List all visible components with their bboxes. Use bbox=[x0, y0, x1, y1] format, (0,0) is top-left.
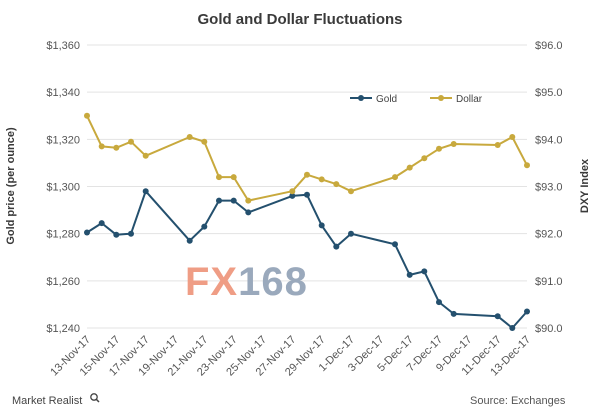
left-tick-label: $1,320 bbox=[46, 134, 80, 146]
right-tick-label: $92.0 bbox=[535, 229, 563, 241]
dollar-point bbox=[113, 144, 120, 151]
gold-point bbox=[494, 313, 501, 320]
gold-point bbox=[186, 237, 193, 244]
dollar-point bbox=[318, 176, 325, 183]
right-tick-label: $93.0 bbox=[535, 182, 563, 194]
gold-point bbox=[216, 197, 222, 204]
right-tick-label: $94.0 bbox=[535, 134, 563, 146]
dollar-point bbox=[245, 197, 252, 204]
dollar-point bbox=[216, 174, 222, 181]
series-layer bbox=[84, 112, 530, 331]
gold-point bbox=[128, 230, 134, 237]
dollar-point bbox=[128, 138, 134, 145]
gold-point bbox=[524, 308, 530, 315]
right-tick-label: $91.0 bbox=[535, 276, 563, 288]
gridlines bbox=[87, 44, 527, 329]
gold-point bbox=[230, 197, 237, 204]
dollar-point bbox=[406, 164, 413, 171]
left-tick-label: $1,340 bbox=[46, 87, 80, 99]
left-tick-label: $1,260 bbox=[46, 276, 80, 288]
magnifier-icon bbox=[90, 393, 100, 403]
gold-point bbox=[113, 231, 120, 238]
left-axis-title: Gold price (per ounce) bbox=[5, 127, 17, 245]
gold-point bbox=[98, 220, 105, 227]
legend-dollar-marker bbox=[438, 95, 444, 101]
legend-gold-label: Gold bbox=[376, 94, 397, 105]
gold-point bbox=[245, 209, 252, 216]
legend-gold-marker bbox=[358, 95, 364, 101]
watermark: FX168 bbox=[185, 260, 308, 304]
legend: Gold Dollar bbox=[350, 94, 483, 105]
gold-point bbox=[406, 271, 413, 278]
right-tick-label: $96.0 bbox=[535, 40, 563, 52]
dollar-point bbox=[348, 188, 354, 195]
gold-point bbox=[421, 268, 428, 275]
dollar-point bbox=[230, 174, 237, 181]
dollar-point bbox=[333, 181, 340, 188]
left-axis-ticks: $1,240 $1,260 $1,280 $1,300 $1,320 $1,340 $1,3… bbox=[46, 40, 80, 335]
source-label: Source: Exchanges bbox=[470, 395, 566, 407]
dollar-point bbox=[304, 171, 310, 178]
gold-point bbox=[289, 192, 296, 199]
dollar-point bbox=[98, 143, 105, 150]
dollar-point bbox=[421, 155, 428, 162]
gold-point bbox=[84, 229, 90, 236]
gold-point bbox=[392, 241, 398, 248]
x-axis-ticks: 13-Nov-1715-Nov-1717-Nov-1719-Nov-1721-N… bbox=[48, 334, 533, 379]
dollar-point bbox=[201, 138, 208, 145]
gold-point bbox=[201, 223, 208, 230]
gold-point bbox=[348, 230, 354, 237]
dollar-point bbox=[436, 145, 442, 152]
dollar-point bbox=[494, 142, 501, 148]
right-axis-ticks: $90.0 $91.0 $92.0 $93.0 $94.0 $95.0 $96.0 bbox=[535, 40, 563, 335]
dollar-point bbox=[392, 174, 398, 181]
chart-title: Gold and Dollar Fluctuations bbox=[197, 11, 402, 28]
gold-point bbox=[450, 310, 457, 317]
gold-point bbox=[304, 191, 310, 198]
left-tick-label: $1,300 bbox=[46, 182, 80, 194]
gold-point bbox=[436, 299, 442, 306]
gold-point bbox=[318, 222, 325, 229]
dollar-point bbox=[509, 134, 516, 140]
dollar-point bbox=[289, 188, 296, 195]
right-tick-label: $95.0 bbox=[535, 87, 563, 99]
gold-point bbox=[333, 243, 340, 250]
right-tick-label: $90.0 bbox=[535, 323, 563, 335]
gold-point bbox=[509, 325, 516, 331]
dollar-point bbox=[186, 134, 193, 140]
dollar-point bbox=[142, 152, 149, 159]
dollar-point bbox=[524, 162, 530, 169]
left-tick-label: $1,360 bbox=[46, 40, 80, 52]
left-tick-label: $1,280 bbox=[46, 229, 80, 241]
watermark-text: FX168 bbox=[185, 260, 308, 304]
left-tick-label: $1,240 bbox=[46, 323, 80, 335]
gold-point bbox=[142, 188, 149, 195]
brand-label: Market Realist bbox=[12, 395, 82, 407]
right-axis-title: DXY Index bbox=[579, 158, 591, 213]
dollar-series-line bbox=[86, 115, 528, 202]
legend-dollar-label: Dollar bbox=[456, 94, 483, 105]
dollar-point bbox=[84, 112, 90, 119]
dollar-point bbox=[450, 141, 457, 147]
